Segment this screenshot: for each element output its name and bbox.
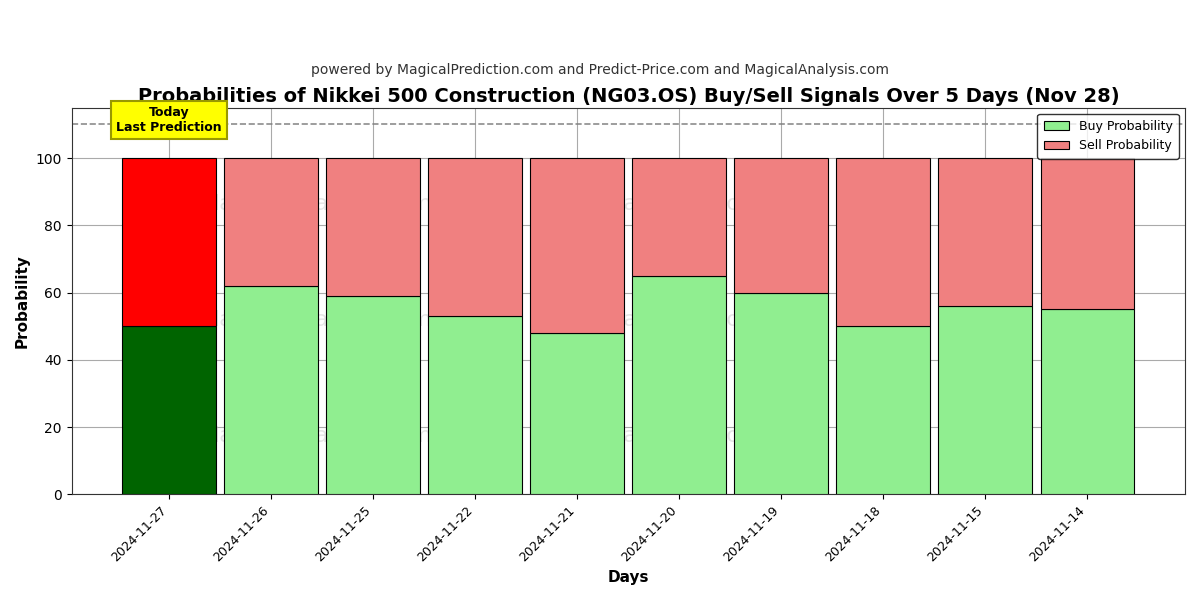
- Legend: Buy Probability, Sell Probability: Buy Probability, Sell Probability: [1037, 114, 1178, 158]
- Text: MagicalPrediction.com: MagicalPrediction.com: [559, 194, 809, 214]
- Bar: [122, 326, 216, 494]
- Bar: [938, 306, 1032, 494]
- Text: MagicalPrediction.com: MagicalPrediction.com: [559, 427, 809, 446]
- Text: powered by MagicalPrediction.com and Predict-Price.com and MagicalAnalysis.com: powered by MagicalPrediction.com and Pre…: [311, 63, 889, 77]
- Text: MagicalPrediction.com: MagicalPrediction.com: [559, 310, 809, 331]
- Y-axis label: Probability: Probability: [16, 254, 30, 348]
- Bar: [836, 326, 930, 494]
- Bar: [836, 158, 930, 326]
- Text: Today
Last Prediction: Today Last Prediction: [116, 106, 222, 134]
- Bar: [938, 158, 1032, 306]
- Text: MagicalAnalysis.com: MagicalAnalysis.com: [200, 427, 432, 446]
- Bar: [1040, 310, 1134, 494]
- Bar: [734, 158, 828, 293]
- Text: MagicalAnalysis.com: MagicalAnalysis.com: [200, 194, 432, 214]
- Bar: [530, 158, 624, 333]
- Bar: [1040, 158, 1134, 310]
- Title: Probabilities of Nikkei 500 Construction (NG03.OS) Buy/Sell Signals Over 5 Days : Probabilities of Nikkei 500 Construction…: [138, 87, 1120, 106]
- Bar: [326, 296, 420, 494]
- Bar: [122, 158, 216, 326]
- Text: MagicalAnalysis.com: MagicalAnalysis.com: [200, 310, 432, 331]
- Bar: [428, 316, 522, 494]
- Bar: [224, 286, 318, 494]
- Bar: [734, 293, 828, 494]
- Bar: [224, 158, 318, 286]
- Bar: [632, 276, 726, 494]
- Bar: [428, 158, 522, 316]
- X-axis label: Days: Days: [607, 570, 649, 585]
- Bar: [632, 158, 726, 276]
- Bar: [530, 333, 624, 494]
- Bar: [326, 158, 420, 296]
